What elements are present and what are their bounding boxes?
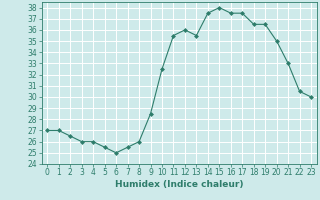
X-axis label: Humidex (Indice chaleur): Humidex (Indice chaleur) <box>115 180 244 189</box>
